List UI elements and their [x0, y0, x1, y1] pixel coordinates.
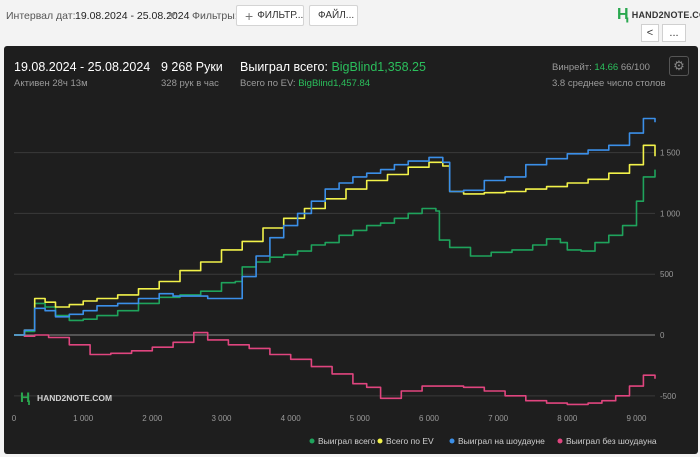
graph-panel: [4, 46, 698, 454]
settings-button[interactable]: ⚙: [669, 56, 689, 76]
stats-ev-label: Всего по EV:: [240, 78, 296, 89]
series-line-0: [14, 169, 656, 336]
stats-won-total: Выиграл всего: BigBlind1,358.25: [240, 60, 426, 74]
y-tick-label: 1 500: [660, 149, 681, 158]
filter-button-label: ФИЛЬТР...: [257, 10, 304, 21]
stats-winrate-value: 14.66: [594, 62, 619, 73]
watermark-text: HAND2NOTE.COM: [37, 393, 112, 403]
x-tick-label: 8 000: [557, 414, 578, 423]
stats-hands-per-hour: 328 рук в час: [161, 78, 219, 89]
legend-label-0: Выиграл всего: [318, 436, 376, 446]
file-button-label: ФАЙЛ...: [318, 10, 355, 21]
series-line-3: [14, 331, 656, 406]
legend-marker-3: [557, 438, 563, 444]
plus-icon: +: [245, 7, 254, 24]
stats-ev-value: BigBlind1,457.84: [298, 78, 371, 89]
filters-label: Фильтры:: [192, 10, 238, 22]
more-button-label: ...: [669, 27, 679, 39]
legend-marker-0: [309, 438, 315, 444]
x-tick-label: 9 000: [626, 414, 647, 423]
y-tick-label: 0: [660, 331, 665, 340]
stats-ev-total: Всего по EV: BigBlind1,457.84: [240, 78, 370, 89]
y-tick-label: 1 000: [660, 209, 681, 218]
legend-marker-2: [449, 438, 455, 444]
watermark-icon: Ⱨ: [20, 389, 30, 405]
legend-marker-1: [377, 438, 383, 444]
x-axis-ticks: 0 1 000 2 000 3 000 4 000 5 000 6 000 7 000 8 00…: [12, 414, 647, 423]
stats-active-time: Активен 28ч 13м: [14, 78, 88, 89]
hand2note-logo-icon: Ⱨ: [617, 6, 629, 23]
stats-date-range: 19.08.2024 - 25.08.2024: [14, 60, 151, 74]
chart-legend: Выиграл всего Всего по EV Выиграл на шоуда…: [309, 436, 657, 446]
x-tick-label: 5 000: [350, 414, 371, 423]
chart-watermark: Ⱨ HAND2NOTE.COM: [20, 389, 112, 405]
chart-grid: [14, 152, 655, 397]
stats-winrate: Винрейт: 14.66 66/100: [552, 62, 650, 73]
prev-button-label: <: [646, 27, 654, 39]
y-axis-ticks: -500 0 500 1 000 1 500: [660, 149, 681, 401]
date-interval-value[interactable]: 19.08.2024 - 25.08.2024: [75, 10, 190, 22]
hand2note-logo-text: HAND2NOTE.COM: [631, 10, 700, 20]
hand2note-logo: Ⱨ HAND2NOTE.COM: [617, 7, 700, 23]
stats-winrate-label: Винрейт:: [552, 62, 592, 73]
x-tick-label: 1 000: [73, 414, 94, 423]
more-button[interactable]: ...: [662, 24, 686, 42]
gear-icon: ⚙: [673, 58, 685, 73]
file-button[interactable]: ФАЙЛ...: [309, 5, 358, 26]
legend-label-2: Выиграл на шоудауне: [458, 436, 545, 446]
x-tick-label: 6 000: [419, 414, 440, 423]
x-tick-label: 2 000: [142, 414, 163, 423]
stats-avg-tables: 3.8 среднее число столов: [552, 78, 666, 89]
x-tick-label: 7 000: [488, 414, 509, 423]
stats-winrate-sample: 66/100: [620, 62, 650, 73]
stats-won-value: BigBlind1,358.25: [331, 60, 426, 74]
date-interval-label: Интервал дат:: [6, 10, 76, 22]
y-tick-label: 500: [660, 270, 674, 279]
legend-label-1: Всего по EV: [386, 436, 434, 446]
filter-button[interactable]: + ФИЛЬТР...: [236, 5, 304, 26]
chevron-down-icon[interactable]: [168, 13, 176, 18]
series-line-2: [14, 117, 656, 336]
stats-won-label: Выиграл всего:: [240, 60, 328, 74]
top-toolbar: Интервал дат: 19.08.2024 - 25.08.2024 Фи…: [0, 0, 700, 44]
stats-hands: 9 268 Руки: [161, 60, 223, 74]
x-tick-label: 3 000: [211, 414, 232, 423]
legend-label-3: Выиграл без шоудауна: [566, 436, 657, 446]
prev-button[interactable]: <: [641, 24, 659, 42]
x-tick-label: 4 000: [281, 414, 302, 423]
x-tick-label: 0: [12, 414, 17, 423]
chart-series: [14, 117, 656, 406]
y-tick-label: -500: [660, 392, 677, 401]
